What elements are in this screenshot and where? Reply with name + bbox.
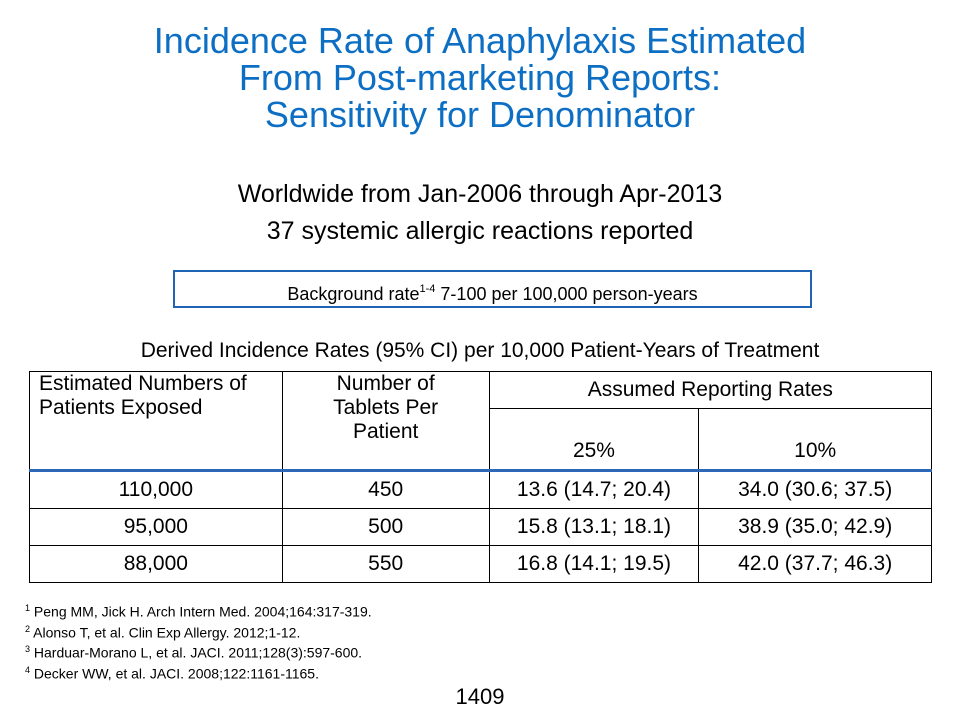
reference-number: 4 xyxy=(25,664,31,675)
table-row: 110,000 450 13.6 (14.7; 20.4) 34.0 (30.6… xyxy=(29,470,932,509)
cell-patients: 110,000 xyxy=(29,470,283,509)
cell-rate-25: 15.8 (13.1; 18.1) xyxy=(488,508,700,546)
reference-item: 1 Peng MM, Jick H. Arch Intern Med. 2004… xyxy=(25,600,372,621)
cell-patients: 88,000 xyxy=(29,545,283,583)
reference-item: 3 Harduar-Morano L, et al. JACI. 2011;12… xyxy=(25,641,372,662)
header-reporting-rates: Assumed Reporting Rates xyxy=(488,371,933,409)
cell-tablets: 500 xyxy=(281,508,490,546)
background-rate-label: Background rate xyxy=(287,284,420,304)
header-rate-10: 10% xyxy=(698,408,932,472)
cell-rate-10: 42.0 (37.7; 46.3) xyxy=(698,545,932,583)
reference-text: Alonso T, et al. Clin Exp Allergy. 2012;… xyxy=(33,624,301,641)
reference-text: Harduar-Morano L, et al. JACI. 2011;128(… xyxy=(33,644,363,661)
title-line-3: Sensitivity for Denominator xyxy=(264,94,696,135)
background-rate-superscript: 1-4 xyxy=(419,283,436,295)
incidence-table: Estimated Numbers of Patients Exposed Nu… xyxy=(29,371,933,583)
reference-item: 4 Decker WW, et al. JACI. 2008;122:1161-… xyxy=(25,662,372,683)
reference-item: 2 Alonso T, et al. Clin Exp Allergy. 201… xyxy=(25,621,372,642)
cell-rate-25: 13.6 (14.7; 20.4) xyxy=(488,470,700,509)
table-row: 88,000 550 16.8 (14.1; 19.5) 42.0 (37.7;… xyxy=(29,545,932,583)
cell-rate-25: 16.8 (14.1; 19.5) xyxy=(488,545,700,583)
header-patients-exposed: Estimated Numbers of Patients Exposed xyxy=(29,371,283,472)
reference-number: 1 xyxy=(25,603,31,613)
page-number: 1409 xyxy=(455,684,505,709)
slide-title: Incidence Rate of Anaphylaxis Estimated … xyxy=(0,22,960,133)
cell-patients: 95,000 xyxy=(29,508,283,546)
title-line-2: From Post-marketing Reports: xyxy=(238,57,722,98)
table-row: 95,000 500 15.8 (13.1; 18.1) 38.9 (35.0;… xyxy=(29,508,932,546)
table-caption: Derived Incidence Rates (95% CI) per 10,… xyxy=(140,339,820,362)
references: 1 Peng MM, Jick H. Arch Intern Med. 2004… xyxy=(25,600,372,683)
background-rate-box: Background rate1-4 7-100 per 100,000 per… xyxy=(173,270,812,308)
reference-number: 3 xyxy=(25,644,31,655)
cell-tablets: 450 xyxy=(281,470,490,509)
subtitle-line-1: Worldwide from Jan-2006 through Apr-2013 xyxy=(237,180,723,208)
reference-number: 2 xyxy=(25,623,31,634)
slide-subtitle: Worldwide from Jan-2006 through Apr-2013… xyxy=(0,176,960,250)
reference-text: Decker WW, et al. JACI. 2008;122:1161-11… xyxy=(33,665,319,682)
header-tablets-per-patient: Number of Tablets Per Patient xyxy=(281,371,490,472)
header-rate-25: 25% xyxy=(488,408,700,472)
title-line-1: Incidence Rate of Anaphylaxis Estimated xyxy=(153,20,807,61)
cell-rate-10: 34.0 (30.6; 37.5) xyxy=(698,470,932,509)
background-rate-value: 7-100 per 100,000 person-years xyxy=(440,284,698,304)
cell-tablets: 550 xyxy=(281,545,490,583)
reference-text: Peng MM, Jick H. Arch Intern Med. 2004;1… xyxy=(33,603,372,620)
subtitle-line-2: 37 systemic allergic reactions reported xyxy=(266,217,694,245)
cell-rate-10: 38.9 (35.0; 42.9) xyxy=(698,508,932,546)
